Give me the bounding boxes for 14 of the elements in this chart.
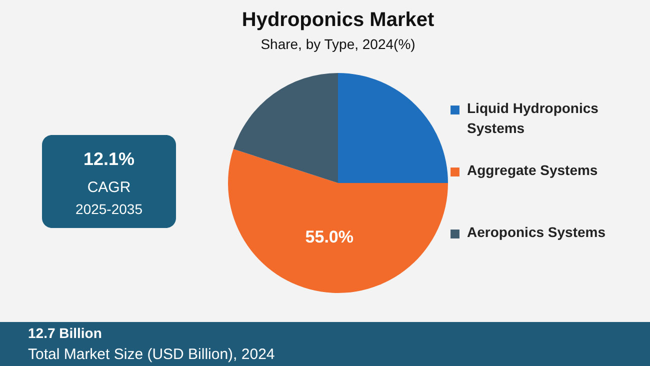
pie-slice (338, 73, 448, 183)
chart-subtitle: Share, by Type, 2024(%) (260, 36, 416, 52)
legend-label: Aggregate Systems (467, 162, 598, 178)
text: 2025-2035 (76, 201, 143, 217)
legend-label: Liquid Hydroponics Systems (467, 100, 599, 136)
legend-label: Aeroponics Systems (467, 224, 606, 240)
text: CAGR (87, 179, 131, 196)
chart-title: Hydroponics Market (242, 9, 434, 31)
data-label: 55.0% (305, 227, 354, 246)
pie-slice (228, 149, 448, 293)
text: Total Market Size (USD Billion), 2024 (28, 346, 275, 363)
text: 12.1% (83, 149, 135, 169)
pie-slice (233, 73, 338, 183)
text: 12.7 Billion (28, 325, 102, 341)
